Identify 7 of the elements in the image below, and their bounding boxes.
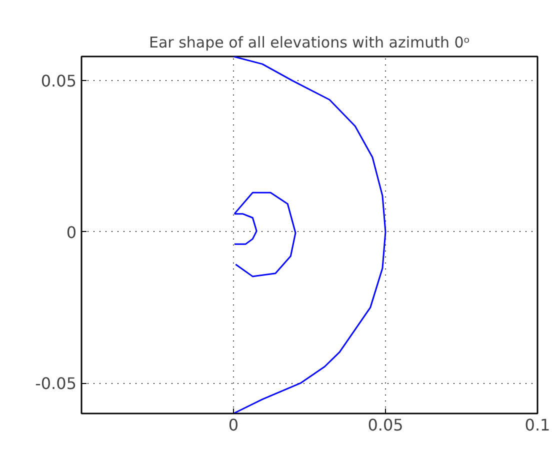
x-tick-label: 0 <box>228 416 239 434</box>
y-tick-label: 0 <box>66 222 77 242</box>
x-tick-label: 0.05 <box>368 416 404 434</box>
y-tick-label: 0.05 <box>40 72 76 91</box>
y-tick-label: -0.05 <box>35 374 77 394</box>
chart-title: Ear shape of all elevations with azimuth 0ᵒ <box>148 34 470 52</box>
x-tick-label: 0.1 <box>524 416 550 434</box>
